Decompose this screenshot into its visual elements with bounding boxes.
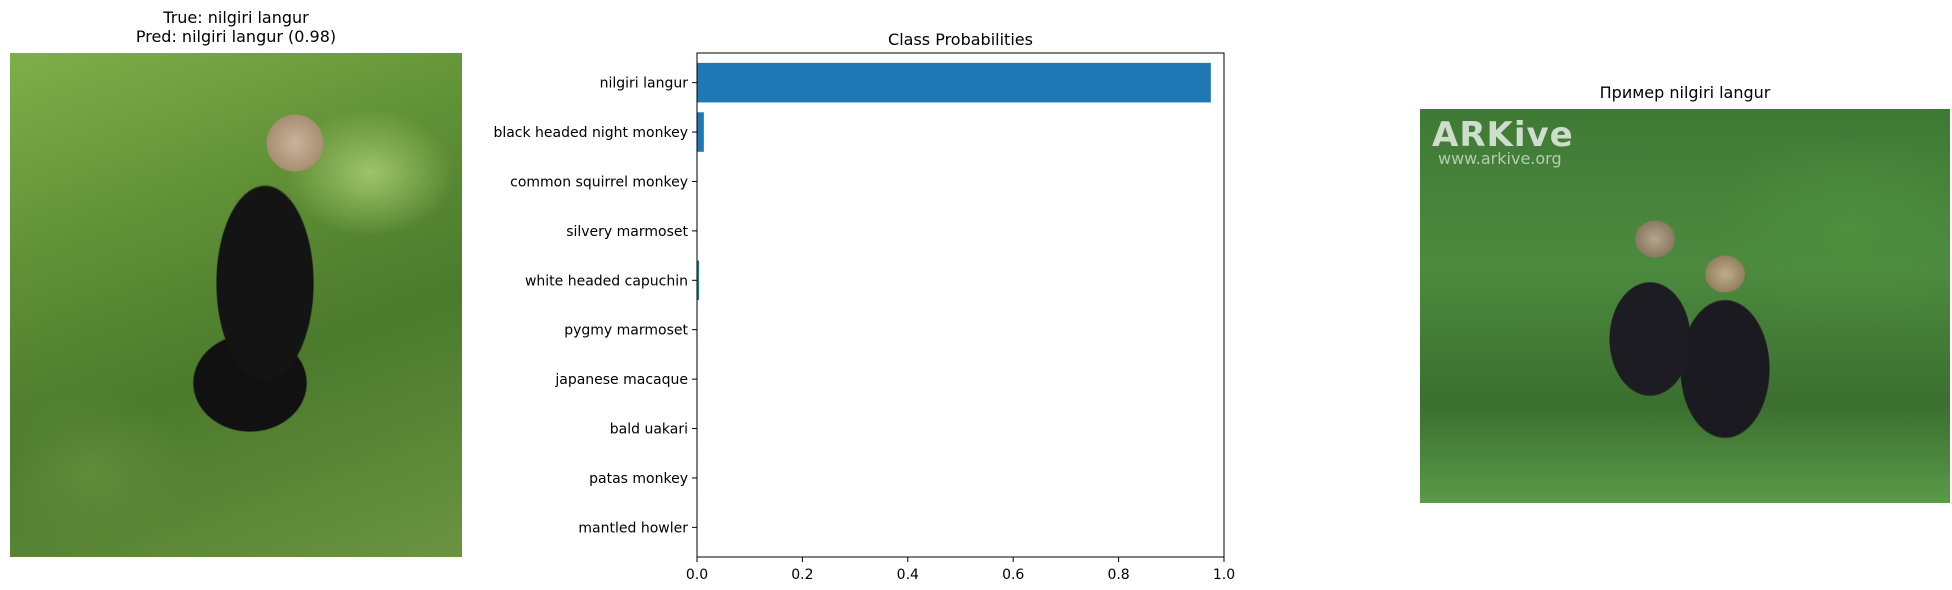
arkive-watermark: ARKive	[1432, 115, 1574, 155]
x-tick-label: 0.0	[686, 567, 708, 583]
x-tick-label: 0.8	[1107, 567, 1129, 583]
nilgiri-langur-photo	[10, 53, 462, 557]
y-tick-label: pygmy marmoset	[564, 323, 688, 339]
x-tick-label: 0.4	[897, 567, 919, 583]
bar-nilgiri-langur	[697, 62, 1211, 103]
y-tick-label: japanese macaque	[554, 372, 688, 388]
y-tick-label: mantled howler	[578, 520, 688, 536]
y-tick-label: nilgiri langur	[600, 76, 689, 92]
x-tick-label: 1.0	[1213, 567, 1235, 583]
x-tick-label: 0.2	[791, 567, 813, 583]
y-tick-label: patas monkey	[589, 471, 688, 487]
plot-frame	[696, 52, 1225, 558]
x-tick-label: 0.6	[1002, 567, 1024, 583]
y-tick-label: common squirrel monkey	[510, 174, 688, 190]
example-langur-photo: ARKive www.arkive.org	[1420, 109, 1950, 503]
bar-black-headed-night-monkey	[697, 112, 704, 152]
pred-label: Pred: nilgiri langur (0.98)	[135, 27, 337, 46]
left-image-title: True: nilgiri langur Pred: nilgiri langu…	[10, 8, 462, 46]
y-tick-label: white headed capuchin	[525, 273, 688, 289]
example-image-title: Пример nilgiri langur	[1599, 83, 1771, 102]
bar-white-headed-capuchin	[697, 260, 700, 301]
true-label: True: nilgiri langur	[163, 8, 309, 27]
arkive-url-watermark: www.arkive.org	[1438, 149, 1562, 168]
y-tick-label: black headed night monkey	[493, 125, 688, 141]
y-tick-label: silvery marmoset	[566, 224, 688, 240]
chart-title: Class Probabilities	[888, 30, 1033, 49]
y-tick-label: bald uakari	[610, 422, 688, 438]
